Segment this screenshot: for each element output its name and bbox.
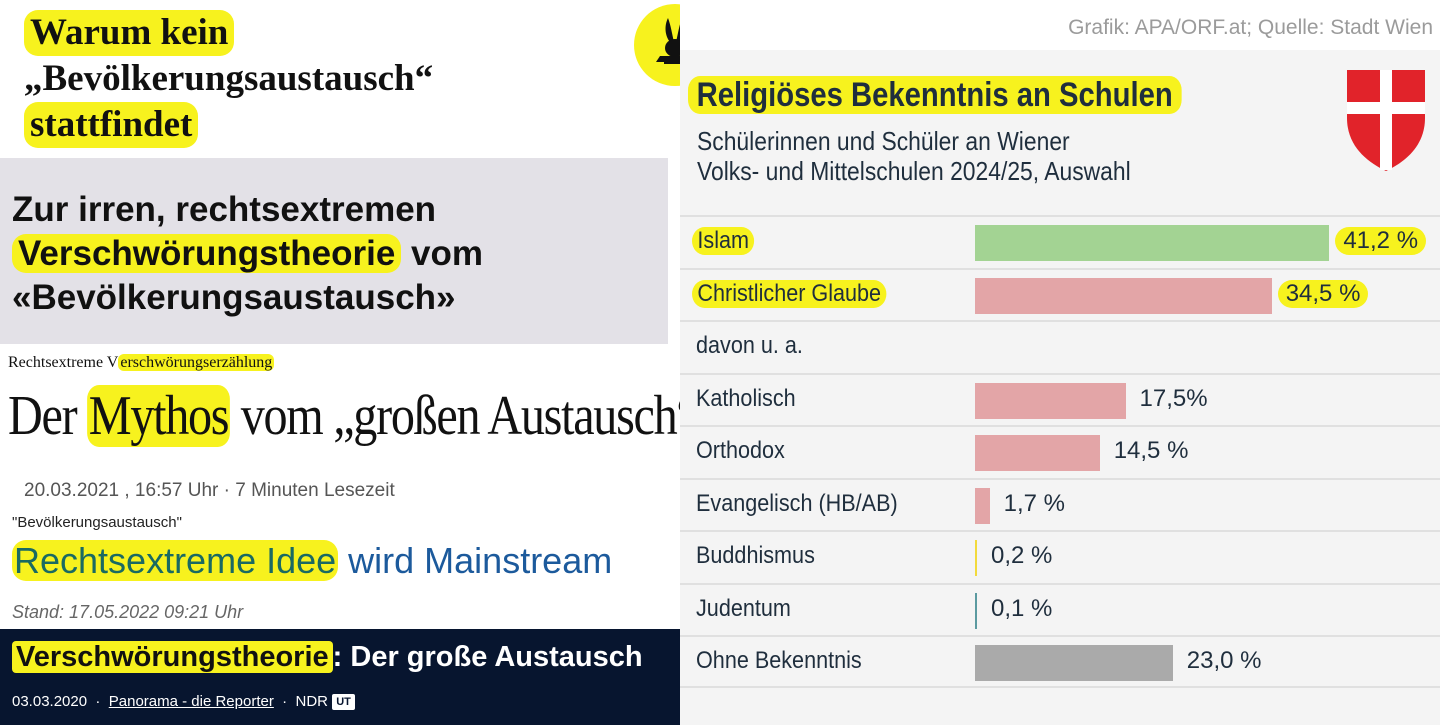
title-part-a: Der — [8, 385, 88, 447]
bar — [975, 225, 1330, 261]
row-label: davon u. a. — [696, 332, 803, 359]
row-label: Christlicher Glaube — [692, 279, 887, 308]
chart-row: Ohne Bekenntnis 23,0 % — [680, 635, 1440, 688]
headline-1-line-1: Warum kein — [24, 10, 235, 56]
data-label: 0,1 % — [991, 594, 1053, 622]
row-label: Katholisch — [696, 384, 796, 412]
data-label: 41,2 % — [1335, 227, 1427, 255]
vienna-crest-icon — [1347, 70, 1425, 171]
row-label: Ohne Bekenntnis — [696, 647, 862, 674]
video-title[interactable]: Verschwörungstheorie: Der große Austausc… — [12, 641, 643, 674]
article-date: 20.03.2021 , 16:57 Uhr · 7 Minuten Lesez… — [24, 480, 395, 501]
video-date: 03.03.2020 — [12, 693, 88, 710]
article-stand-date: Stand: 17.05.2022 09:21 Uhr — [12, 602, 244, 622]
row-label: Judentum — [696, 594, 791, 622]
bar — [975, 435, 1100, 471]
headline-1-line-2: „Bevölkerungsaustausch“ — [24, 58, 434, 99]
station-name: NDR — [295, 693, 329, 710]
headline-2-highlight: Verschwörungstheorie — [12, 234, 402, 273]
chart-rows: Islam 41,2 % Christlicher Glaube 34,5 % davo… — [680, 215, 1440, 688]
bar — [975, 382, 1126, 419]
title-highlight: Mythos — [87, 385, 230, 447]
chart-subtitle-line-2: Volks- und Mittelschulen 2024/25, Auswah… — [697, 156, 1131, 186]
headline-1-line-3: stattfindet — [24, 102, 199, 148]
chart-title-text: Religiöses Bekenntnis an Schulen — [688, 76, 1182, 114]
subtitle-badge: UT — [332, 694, 355, 710]
data-label: 1,7 % — [1003, 489, 1065, 517]
chart-title: Religiöses Bekenntnis an Schulen — [688, 76, 1182, 115]
chart-row: Katholisch 17,5% — [680, 372, 1440, 426]
headline-highlight: Rechtsextreme Idee — [12, 540, 339, 581]
chart-row: Evangelisch (HB/AB) 1,7 % — [680, 477, 1440, 531]
headline-rest: wird Mainstream — [338, 540, 613, 581]
headline-2-line-2-rest: vom — [401, 234, 484, 273]
kicker-plain: Rechtsextreme V — [8, 354, 119, 371]
bar — [975, 277, 1272, 314]
bar — [975, 540, 977, 576]
bar — [975, 592, 977, 629]
row-label: Buddhismus — [696, 542, 815, 569]
title-part-b: vom „großen Austausch“ — [229, 385, 698, 447]
row-label: Islam — [692, 227, 755, 255]
chart-card: Religiöses Bekenntnis an Schulen Schüler… — [680, 50, 1440, 725]
headline-2-line-1: Zur irren, rechtsextremen — [12, 190, 437, 229]
chart-row: davon u. a. — [680, 320, 1440, 373]
headline-card-1: Warum kein „Bevölkerungsaustausch“ statt… — [0, 0, 670, 158]
video-meta: 03.03.2020 · Panorama - die Reporter · N… — [12, 693, 355, 710]
show-link[interactable]: Panorama - die Reporter — [108, 693, 274, 710]
row-label: Evangelisch (HB/AB) — [696, 489, 898, 517]
headline-card-2: Zur irren, rechtsextremen Verschwörungst… — [0, 158, 668, 344]
video-title-highlight: Verschwörungstheorie — [12, 641, 333, 673]
headline-2-line-3: «Bevölkerungsaustausch» — [12, 278, 456, 317]
news-collage: Warum kein „Bevölkerungsaustausch“ statt… — [0, 0, 698, 725]
kicker-highlight: erschwörungserzählung — [118, 354, 275, 371]
article-headline[interactable]: Rechtsextreme Idee wird Mainstream — [12, 540, 612, 582]
data-label: 14,5 % — [1113, 437, 1189, 464]
chart-row: Islam 41,2 % — [680, 215, 1440, 268]
chart-subtitle-line-1: Schülerinnen und Schüler an Wiener — [697, 126, 1070, 156]
chart-row: Christlicher Glaube 34,5 % — [680, 267, 1440, 321]
article-kicker-2: "Bevölkerungsaustausch" — [12, 514, 182, 531]
bar — [975, 645, 1173, 681]
chart-row: Judentum 0,1 % — [680, 582, 1440, 636]
chart-row: Orthodox 14,5 % — [680, 425, 1440, 478]
video-title-rest: : Der große Austausch — [332, 641, 643, 673]
headline-card-4: Verschwörungstheorie: Der große Austausc… — [0, 629, 688, 725]
chart-panel: Grafik: APA/ORF.at; Quelle: Stadt Wien R… — [680, 0, 1451, 725]
chart-source: Grafik: APA/ORF.at; Quelle: Stadt Wien — [1068, 16, 1433, 39]
row-label: Orthodox — [696, 437, 785, 464]
data-label: 17,5% — [1139, 384, 1208, 412]
chart-subtitle: Schülerinnen und Schüler an Wiener Volks… — [697, 126, 1131, 186]
bar — [975, 487, 990, 524]
data-label: 23,0 % — [1186, 647, 1262, 674]
chart-row: Buddhismus 0,2 % — [680, 530, 1440, 583]
data-label: 34,5 % — [1277, 279, 1369, 308]
article-title[interactable]: Der Mythos vom „großen Austausch“ — [8, 384, 698, 448]
data-label: 0,2 % — [991, 542, 1053, 569]
